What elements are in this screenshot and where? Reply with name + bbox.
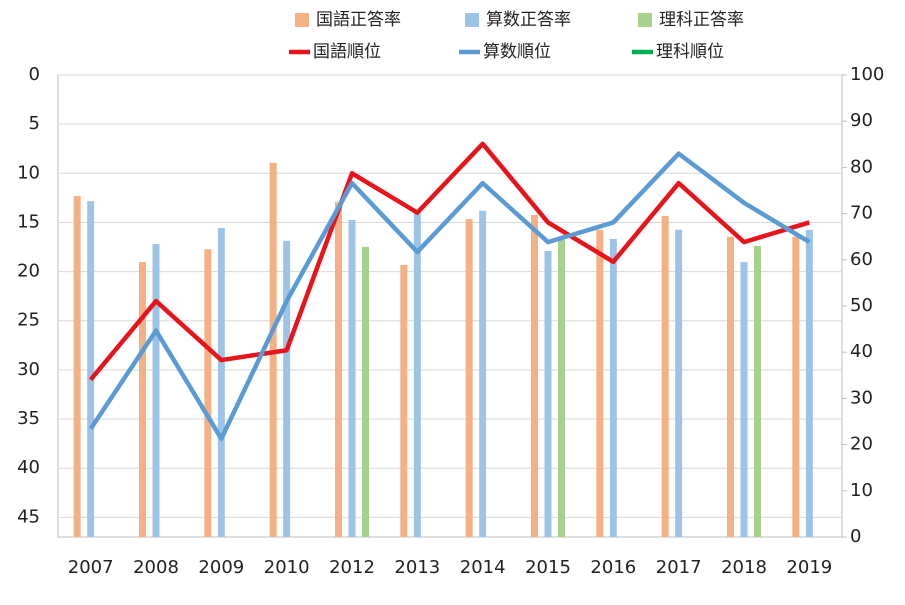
bar [217,227,225,537]
line [88,151,811,441]
x-tick-label: 2008 [133,557,179,578]
bar [479,210,487,537]
y-tick-label: 25 [17,310,40,331]
x-tick-label: 2016 [590,557,636,578]
x-tick-label: 2007 [68,557,114,578]
bar [152,244,160,538]
legend-label: 算数順位 [483,42,551,62]
y-tick-label: 30 [17,359,40,380]
legend-label: 理科正答率 [659,10,744,30]
y2-tick-label: 70 [850,203,873,224]
x-tick-label: 2015 [525,557,571,578]
bar [73,196,81,537]
legend-swatch [638,13,652,27]
bar [400,264,408,537]
x-tick-label: 2019 [786,557,832,578]
bar [792,236,800,537]
y2-tick-label: 90 [850,110,873,131]
y2-tick-label: 80 [850,156,873,177]
y2-tick-label: 20 [850,434,873,455]
bar [413,211,421,538]
bar [335,202,342,538]
bar [740,262,748,537]
legend-label: 算数正答率 [486,10,571,30]
bar [465,219,473,538]
y-tick-label: 45 [17,506,40,527]
x-tick-label: 2012 [329,557,375,578]
bar [558,239,565,537]
bar [348,220,356,537]
bar [675,229,683,537]
y-tick-label: 40 [17,457,40,478]
y2-tick-label: 10 [850,480,873,501]
y2-tick-label: 50 [850,295,873,316]
bar [139,262,146,537]
bar [754,245,761,537]
y-tick-label: 15 [17,211,40,232]
x-tick-label: 2018 [721,557,767,578]
y2-tick-label: 60 [850,249,873,270]
x-tick-label: 2017 [656,557,702,578]
bar [283,240,291,537]
x-tick-label: 2014 [460,557,506,578]
x-tick-label: 2009 [198,557,244,578]
legend-swatch [465,13,479,27]
bar [531,214,538,537]
bar [362,246,369,537]
x-tick-label: 2013 [394,557,440,578]
x-tick-label: 2010 [264,557,310,578]
y2-tick-label: 30 [850,387,873,408]
y2-tick-label: 40 [850,341,873,362]
y-tick-label: 35 [17,408,40,429]
y-tick-label: 10 [17,162,40,183]
bar [87,201,95,537]
legend-swatch [295,13,309,27]
bar [805,229,813,537]
bar [727,236,734,537]
bar [204,249,212,537]
legend-label: 国語正答率 [316,10,401,30]
legend-label: 国語順位 [313,42,381,62]
bar [609,239,617,537]
y2-tick-label: 100 [850,64,884,85]
bar [269,162,277,537]
line [88,141,810,382]
legend-label: 理科順位 [656,42,724,62]
y2-tick-label: 0 [850,526,861,547]
y-tick-label: 0 [29,64,40,85]
bar [661,215,669,537]
y-tick-label: 5 [29,113,40,134]
bar [596,229,604,537]
bar [544,251,552,537]
y-tick-label: 20 [17,261,40,282]
